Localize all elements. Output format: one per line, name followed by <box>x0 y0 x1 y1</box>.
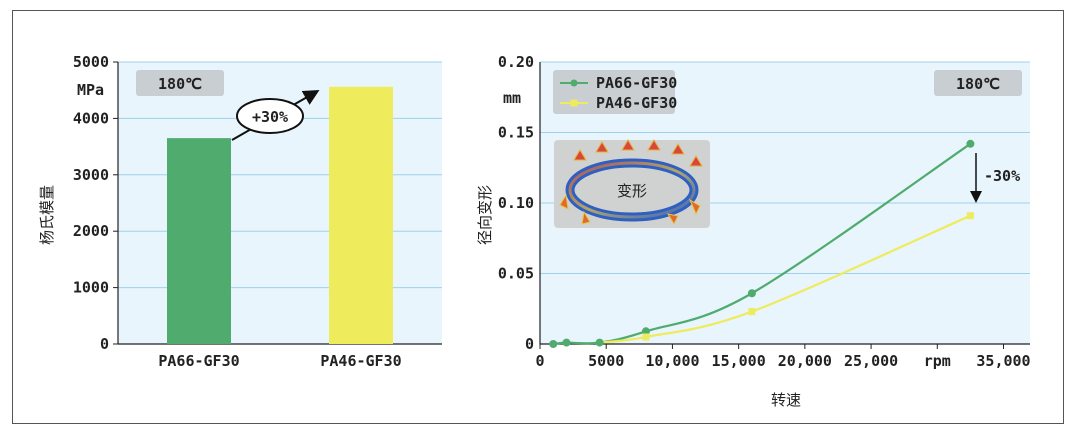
legend-swatch-marker-pa46 <box>570 99 578 107</box>
left-y-axis-label: 杨氏模量 <box>38 185 56 245</box>
right-x-tick-label: 25,000 <box>844 352 898 370</box>
legend-swatch-marker-pa66 <box>570 79 578 87</box>
right-y-tick-label: 0.15 <box>498 124 534 142</box>
left-bars <box>167 86 393 344</box>
left-increase-annotation: +30% <box>252 108 288 126</box>
right-line-chart: 0 0.05 0.10 0.15 0.20 0 5000 10,000 15,000 20,00… <box>476 53 1031 409</box>
left-y-tick-label: 4000 <box>73 109 109 127</box>
left-y-tick-label: 2000 <box>73 222 109 240</box>
bar-pa66-gf30 <box>167 138 231 344</box>
right-y-tick-label: 0.10 <box>498 194 534 212</box>
right-x-tick-label: rpm <box>924 352 951 370</box>
legend-label-pa66: PA66-GF30 <box>596 74 677 92</box>
right-x-tick-label: 5000 <box>588 352 624 370</box>
legend-label-pa46: PA46-GF30 <box>596 94 677 112</box>
point-pa66-gf30 <box>562 338 571 347</box>
left-x-tick-label: PA66-GF30 <box>158 352 239 370</box>
line-pa46-gf30 <box>599 214 971 344</box>
right-y-unit: mm <box>503 89 521 107</box>
right-x-tick-label: 15,000 <box>712 352 766 370</box>
right-legend: PA66-GF30 PA46-GF30 <box>553 70 677 114</box>
left-x-tick-labels: PA66-GF30 PA46-GF30 <box>158 352 401 370</box>
left-y-tick-labels: 0 1000 2000 3000 4000 5000 <box>73 53 109 353</box>
left-increase-bubble <box>236 98 304 134</box>
point-pa46-gf30 <box>966 212 974 220</box>
left-x-tick-label: PA46-GF30 <box>320 352 401 370</box>
bar-pa46-gf30 <box>329 86 393 344</box>
left-y-tick-label: 1000 <box>73 279 109 297</box>
right-x-tick-labels: 0 5000 10,000 15,000 20,000 25,000 rpm 35,000 <box>535 352 1030 370</box>
right-x-tick-label: 0 <box>535 352 544 370</box>
point-pa66-gf30 <box>747 289 756 298</box>
right-x-tick-label: 10,000 <box>645 352 699 370</box>
point-pa66-gf30 <box>549 340 558 348</box>
left-temperature-badge-text: 180℃ <box>158 75 202 93</box>
right-decrease-annotation: -30% <box>984 167 1020 185</box>
point-pa66-gf30 <box>595 338 604 347</box>
point-pa66-gf30 <box>966 139 975 148</box>
right-temperature-badge <box>934 70 1022 96</box>
deformation-inset-image: 变形 <box>554 139 710 228</box>
right-x-tick-label: 20,000 <box>778 352 832 370</box>
right-y-tick-label: 0.05 <box>498 265 534 283</box>
left-y-tick-label: 0 <box>100 335 109 353</box>
right-y-tick-labels: 0 0.05 0.10 0.15 0.20 <box>498 53 534 353</box>
right-x-tick-label: 35,000 <box>976 352 1030 370</box>
left-y-unit: MPa <box>77 81 104 99</box>
left-bar-chart: 0 1000 2000 3000 4000 5000 PA66-GF30 PA46-GF30… <box>38 53 442 370</box>
right-temperature-badge-text: 180℃ <box>956 75 1000 93</box>
point-pa46-gf30 <box>642 333 650 341</box>
point-pa66-gf30 <box>641 327 650 336</box>
right-series-points <box>549 139 975 348</box>
right-x-axis-label: 转速 <box>771 391 801 409</box>
right-y-tick-label: 0.20 <box>498 53 534 71</box>
point-pa46-gf30 <box>748 308 756 316</box>
right-y-tick-label: 0 <box>525 335 534 353</box>
left-temperature-badge <box>136 70 224 96</box>
inset-label: 变形 <box>617 182 647 200</box>
left-y-tick-label: 5000 <box>73 53 109 71</box>
left-y-tick-label: 3000 <box>73 166 109 184</box>
right-y-axis-label: 径向变形 <box>476 185 494 245</box>
